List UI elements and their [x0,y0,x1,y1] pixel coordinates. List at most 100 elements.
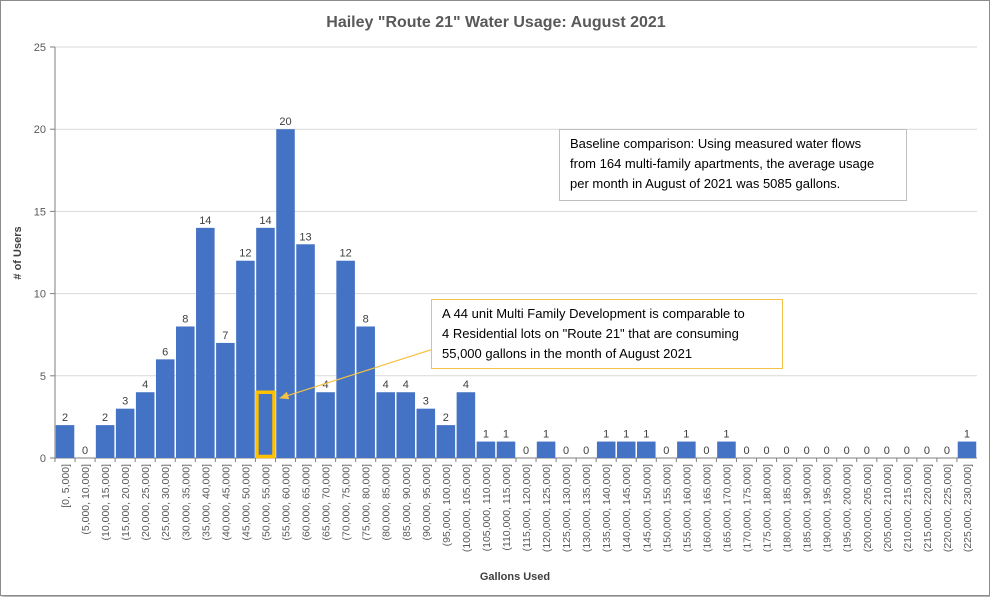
x-tick-label: (155,000, 160,000] [681,464,693,552]
x-tick-label: (95,000, 100,000] [441,464,453,546]
data-label: 0 [82,445,88,457]
data-label: 6 [162,346,168,358]
x-tick-label: (90,000, 95,000] [421,464,433,541]
x-axis-label: Gallons Used [480,571,550,583]
callout-line-1: A 44 unit Multi Family Development is co… [442,306,745,321]
x-tick-label: (215,000, 220,000] [922,464,934,552]
x-tick-label: (5,000, 10,000] [80,464,92,535]
data-label: 20 [279,116,291,128]
data-label: 1 [683,429,689,441]
bar [256,227,275,458]
data-label: 0 [763,445,769,457]
data-label: 2 [102,412,108,424]
data-label: 8 [363,313,369,325]
data-label: 1 [643,429,649,441]
bar [276,129,295,458]
data-label: 0 [904,445,910,457]
baseline-line-2: from 164 multi-family apartments, the av… [570,156,875,171]
data-label: 14 [199,215,211,227]
data-label: 4 [142,379,148,391]
bars [55,129,977,458]
x-tick-label: (130,000, 135,000] [581,464,593,552]
x-tick-label: (150,000, 155,000] [661,464,673,552]
data-label: 0 [824,445,830,457]
data-label: 1 [964,429,970,441]
x-tick-label: (165,000, 170,000] [721,464,733,552]
data-label: 2 [62,412,68,424]
y-tick-label: 0 [40,453,46,465]
y-tick-label: 10 [34,289,46,301]
x-tick-label: (175,000, 180,000] [762,464,774,552]
y-tick-label: 15 [34,206,46,218]
bar [677,441,696,458]
data-label: 12 [340,248,352,260]
bar [496,441,516,458]
data-label: 0 [743,445,749,457]
data-label: 1 [543,429,549,441]
bar [95,425,115,458]
data-label: 4 [323,379,329,391]
x-tick-label: (35,000, 40,000] [200,464,212,541]
highlight-box [255,390,276,459]
bar [957,441,977,458]
data-label: 4 [403,379,409,391]
bar [316,392,335,458]
x-tick-label: (115,000, 120,000] [521,464,533,551]
x-tick-label: (45,000, 50,000] [240,464,252,541]
data-label: 0 [563,445,569,457]
x-tick-label: (200,000, 205,000] [862,464,874,552]
y-axis-label: # of Users [12,226,24,279]
bar [135,392,155,458]
x-tick-label: (65,000, 70,000] [321,464,333,541]
bar [236,260,255,458]
x-tick-label: (30,000, 35,000] [180,464,192,541]
callout-annotation: A 44 unit Multi Family Development is co… [431,299,783,369]
x-tick-label: (85,000, 90,000] [401,464,413,541]
data-label: 0 [663,445,669,457]
bar [55,425,75,458]
baseline-line-1: Baseline comparison: Using measured wate… [570,136,862,151]
data-label: 2 [443,412,449,424]
data-label: 0 [924,445,930,457]
x-tick-label: (140,000, 145,000] [621,464,633,552]
x-tick-label: (190,000, 195,000] [822,464,834,552]
bar [336,260,355,458]
bar [596,441,616,458]
data-label: 13 [299,231,311,243]
data-label: 3 [122,396,128,408]
x-tick-label: (160,000, 165,000] [701,464,713,552]
x-tick-label: (60,000, 65,000] [301,464,313,541]
data-label: 4 [383,379,389,391]
bar [616,441,636,458]
x-tick-label: (100,000, 105,000] [461,464,473,552]
data-label: 0 [523,445,529,457]
data-label: 0 [864,445,870,457]
bar [396,392,416,458]
x-tick-label: (40,000, 45,000] [220,464,232,541]
x-tick-label: (75,000, 80,000] [361,464,373,541]
bar [637,441,656,458]
x-tick-label: (170,000, 175,000] [742,464,754,552]
data-label: 3 [423,396,429,408]
x-tick-label: (80,000, 85,000] [381,464,393,541]
x-tick-label: (25,000, 30,000] [160,464,172,541]
bar [536,441,556,458]
data-label: 14 [259,215,271,227]
bar [216,342,235,458]
data-label: 7 [222,330,228,342]
data-label: 1 [623,429,629,441]
x-tick-label: (120,000, 125,000] [541,464,553,552]
data-label: 12 [239,248,251,260]
x-tick-label: (205,000, 210,000] [882,464,894,552]
baseline-annotation: Baseline comparison: Using measured wate… [559,129,907,201]
chart-title: Hailey "Route 21" Water Usage: August 20… [326,14,666,31]
data-label: 0 [784,445,790,457]
data-label: 1 [603,429,609,441]
x-tick-label: (225,000, 230,000] [962,464,974,552]
x-tick-label: (210,000, 215,000] [902,464,914,552]
x-tick-label: (55,000, 60,000] [281,464,293,541]
x-tick-label: (185,000, 190,000] [802,464,814,552]
bar [476,441,496,458]
x-tick-label: (50,000, 55,000] [260,464,272,541]
